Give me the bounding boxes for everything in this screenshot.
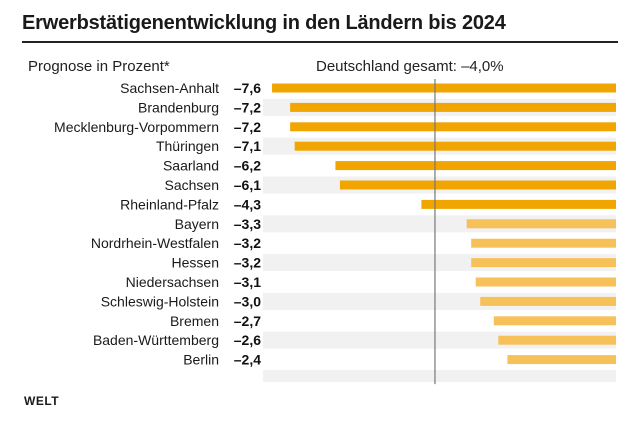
value-label: –7,2 bbox=[234, 119, 261, 135]
bar bbox=[475, 277, 616, 287]
bar bbox=[493, 316, 616, 326]
value-label: –3,1 bbox=[234, 274, 261, 290]
bar bbox=[272, 83, 616, 93]
value-label: –2,4 bbox=[234, 352, 261, 368]
value-label: –2,7 bbox=[234, 313, 261, 329]
category-label: Thüringen bbox=[156, 138, 219, 154]
value-label: –3,3 bbox=[234, 216, 261, 232]
category-label: Schleswig-Holstein bbox=[101, 293, 219, 309]
welt-logo: WELT bbox=[24, 394, 60, 408]
bottom-band bbox=[263, 370, 616, 383]
category-label: Hessen bbox=[172, 255, 219, 271]
bar bbox=[498, 335, 616, 345]
category-label: Berlin bbox=[183, 352, 219, 368]
bar bbox=[294, 141, 616, 151]
bar bbox=[507, 355, 616, 365]
value-label: –3,2 bbox=[234, 255, 261, 271]
value-label: –6,1 bbox=[234, 177, 261, 193]
value-label: –4,3 bbox=[234, 196, 261, 212]
category-label: Brandenburg bbox=[138, 99, 219, 115]
bar bbox=[471, 238, 616, 248]
category-label: Sachsen bbox=[165, 177, 219, 193]
bar bbox=[471, 258, 616, 268]
category-label: Baden-Württemberg bbox=[93, 332, 219, 348]
reference-note: Deutschland gesamt: –4,0% bbox=[316, 58, 504, 75]
category-label: Saarland bbox=[163, 158, 219, 174]
category-label: Nordrhein-Westfalen bbox=[91, 235, 219, 251]
value-label: –6,2 bbox=[234, 158, 261, 174]
chart-title: Erwerbstätigenentwicklung in den Ländern… bbox=[22, 12, 618, 43]
value-label: –7,6 bbox=[234, 80, 261, 96]
value-label: –7,1 bbox=[234, 138, 261, 154]
bar bbox=[421, 199, 616, 209]
bar bbox=[480, 296, 616, 306]
bar bbox=[290, 122, 616, 132]
value-label: –3,2 bbox=[234, 235, 261, 251]
category-label: Mecklenburg-Vorpommern bbox=[54, 119, 219, 135]
category-label: Rheinland-Pfalz bbox=[120, 196, 219, 212]
category-label: Bremen bbox=[170, 313, 219, 329]
value-label: –7,2 bbox=[234, 99, 261, 115]
bar bbox=[339, 180, 616, 190]
category-label: Bayern bbox=[175, 216, 219, 232]
bar bbox=[290, 102, 616, 112]
bar bbox=[466, 219, 616, 229]
unit-note: Prognose in Prozent* bbox=[28, 58, 170, 75]
value-label: –3,0 bbox=[234, 293, 261, 309]
category-label: Sachsen-Anhalt bbox=[120, 80, 219, 96]
bar bbox=[335, 161, 616, 171]
value-label: –2,6 bbox=[234, 332, 261, 348]
category-label: Niedersachsen bbox=[126, 274, 219, 290]
